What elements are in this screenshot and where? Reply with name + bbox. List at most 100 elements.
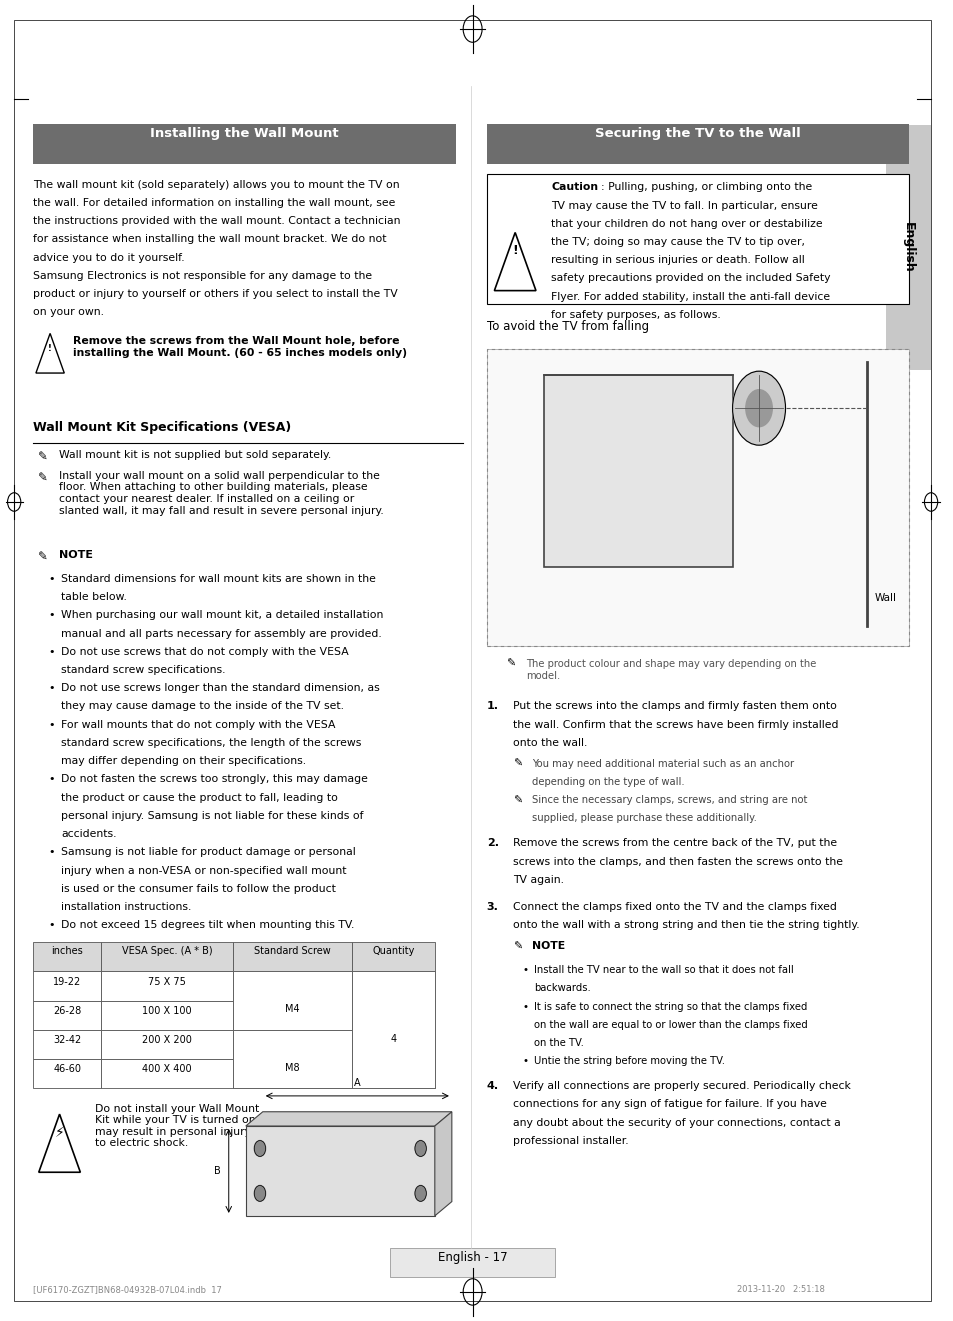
Text: the TV; doing so may cause the TV to tip over,: the TV; doing so may cause the TV to tip…: [551, 236, 804, 247]
Text: •: •: [522, 1057, 528, 1066]
FancyBboxPatch shape: [352, 942, 435, 971]
Text: Do not use screws that do not comply with the VESA: Do not use screws that do not comply wit…: [61, 647, 349, 657]
Text: Put the screws into the clamps and firmly fasten them onto: Put the screws into the clamps and firml…: [513, 701, 837, 712]
Text: ✎: ✎: [38, 550, 48, 563]
Text: 46-60: 46-60: [53, 1063, 81, 1074]
FancyBboxPatch shape: [101, 971, 233, 1000]
Polygon shape: [246, 1112, 452, 1125]
Text: Remove the screws from the Wall Mount hole, before
installing the Wall Mount. (6: Remove the screws from the Wall Mount ho…: [72, 336, 406, 358]
Text: NOTE: NOTE: [58, 550, 92, 560]
Text: Wall Mount Kit Specifications (VESA): Wall Mount Kit Specifications (VESA): [33, 420, 291, 433]
Text: installation instructions.: installation instructions.: [61, 902, 192, 911]
Text: VESA Spec. (A * B): VESA Spec. (A * B): [122, 946, 213, 956]
FancyBboxPatch shape: [33, 124, 456, 164]
Circle shape: [415, 1140, 426, 1156]
Text: 400 X 400: 400 X 400: [142, 1063, 192, 1074]
Text: 2.: 2.: [486, 839, 498, 848]
FancyBboxPatch shape: [101, 1058, 233, 1087]
Text: Samsung is not liable for product damage or personal: Samsung is not liable for product damage…: [61, 847, 355, 857]
Text: Installing the Wall Mount: Installing the Wall Mount: [150, 127, 338, 140]
Text: ✎: ✎: [513, 942, 522, 951]
Text: The product colour and shape may vary depending on the
model.: The product colour and shape may vary de…: [526, 659, 816, 680]
Text: For wall mounts that do not comply with the VESA: For wall mounts that do not comply with …: [61, 720, 335, 729]
Text: : Pulling, pushing, or climbing onto the: : Pulling, pushing, or climbing onto the: [600, 182, 812, 193]
FancyBboxPatch shape: [246, 1125, 435, 1215]
Text: the wall. Confirm that the screws have been firmly installed: the wall. Confirm that the screws have b…: [513, 720, 838, 729]
Text: •: •: [522, 966, 528, 975]
FancyBboxPatch shape: [233, 942, 352, 971]
Text: •: •: [49, 847, 54, 857]
Text: •: •: [49, 610, 54, 621]
Text: personal injury. Samsung is not liable for these kinds of: personal injury. Samsung is not liable f…: [61, 811, 363, 820]
FancyBboxPatch shape: [486, 174, 908, 304]
FancyBboxPatch shape: [390, 1248, 555, 1277]
Text: •: •: [49, 683, 54, 694]
Text: injury when a non-VESA or non-specified wall mount: injury when a non-VESA or non-specified …: [61, 865, 347, 876]
Text: screws into the clamps, and then fasten the screws onto the: screws into the clamps, and then fasten …: [513, 856, 842, 867]
Text: onto the wall with a strong string and then tie the string tightly.: onto the wall with a strong string and t…: [513, 921, 859, 930]
FancyBboxPatch shape: [33, 1058, 101, 1087]
Circle shape: [415, 1185, 426, 1201]
Text: Install the TV near to the wall so that it does not fall: Install the TV near to the wall so that …: [534, 966, 793, 975]
Text: standard screw specifications, the length of the screws: standard screw specifications, the lengt…: [61, 738, 361, 748]
FancyBboxPatch shape: [352, 1000, 435, 1029]
FancyBboxPatch shape: [233, 1029, 352, 1058]
FancyBboxPatch shape: [486, 349, 908, 646]
Text: 32-42: 32-42: [53, 1034, 81, 1045]
Text: manual and all parts necessary for assembly are provided.: manual and all parts necessary for assem…: [61, 629, 382, 638]
Text: Connect the clamps fixed onto the TV and the clamps fixed: Connect the clamps fixed onto the TV and…: [513, 902, 837, 913]
Text: product or injury to yourself or others if you select to install the TV: product or injury to yourself or others …: [33, 289, 397, 299]
Text: •: •: [522, 1001, 528, 1012]
Text: !: !: [512, 244, 517, 258]
Text: 3.: 3.: [486, 902, 498, 913]
Text: on the wall are equal to or lower than the clamps fixed: on the wall are equal to or lower than t…: [534, 1020, 807, 1030]
FancyBboxPatch shape: [101, 942, 233, 971]
Text: Wall: Wall: [874, 593, 896, 604]
Text: 75 X 75: 75 X 75: [149, 976, 186, 987]
FancyBboxPatch shape: [233, 1000, 352, 1029]
Text: Remove the screws from the centre back of the TV, put the: Remove the screws from the centre back o…: [513, 839, 837, 848]
FancyBboxPatch shape: [486, 124, 908, 164]
FancyBboxPatch shape: [233, 971, 352, 1029]
Text: ✎: ✎: [513, 758, 522, 769]
Text: supplied, please purchase these additionally.: supplied, please purchase these addition…: [532, 814, 757, 823]
Text: Samsung Electronics is not responsible for any damage to the: Samsung Electronics is not responsible f…: [33, 271, 372, 281]
FancyBboxPatch shape: [33, 971, 101, 1000]
Text: Do not install your Wall Mount
Kit while your TV is turned on. It
may result in : Do not install your Wall Mount Kit while…: [94, 1103, 274, 1148]
Circle shape: [745, 390, 772, 427]
Text: •: •: [49, 921, 54, 930]
Text: Quantity: Quantity: [372, 946, 414, 956]
Text: ✎: ✎: [38, 449, 48, 462]
FancyBboxPatch shape: [884, 125, 930, 370]
Text: B: B: [214, 1166, 221, 1176]
FancyBboxPatch shape: [352, 1029, 435, 1058]
Text: that your children do not hang over or destabilize: that your children do not hang over or d…: [551, 219, 821, 229]
Polygon shape: [435, 1112, 452, 1215]
Text: To avoid the TV from falling: To avoid the TV from falling: [486, 320, 648, 333]
Text: Standard Screw: Standard Screw: [253, 946, 331, 956]
FancyBboxPatch shape: [352, 1058, 435, 1087]
Circle shape: [254, 1185, 265, 1201]
Text: 4.: 4.: [486, 1081, 498, 1091]
FancyBboxPatch shape: [233, 1029, 352, 1087]
Text: NOTE: NOTE: [532, 942, 565, 951]
Text: Do not fasten the screws too strongly, this may damage: Do not fasten the screws too strongly, t…: [61, 774, 368, 785]
Text: English: English: [901, 222, 914, 273]
FancyBboxPatch shape: [352, 971, 435, 1087]
Text: professional installer.: professional installer.: [513, 1136, 628, 1145]
Text: for assistance when installing the wall mount bracket. We do not: for assistance when installing the wall …: [33, 234, 386, 244]
Text: [UF6170-ZGZT]BN68-04932B-07L04.indb  17: [UF6170-ZGZT]BN68-04932B-07L04.indb 17: [33, 1285, 222, 1295]
Text: ✎: ✎: [38, 470, 48, 483]
Text: inches: inches: [51, 946, 83, 956]
Text: Untie the string before moving the TV.: Untie the string before moving the TV.: [534, 1057, 724, 1066]
Text: TV may cause the TV to fall. In particular, ensure: TV may cause the TV to fall. In particul…: [551, 201, 817, 210]
Text: for safety purposes, as follows.: for safety purposes, as follows.: [551, 310, 720, 320]
Circle shape: [732, 371, 784, 445]
FancyBboxPatch shape: [33, 942, 101, 971]
Text: Flyer. For added stability, install the anti-fall device: Flyer. For added stability, install the …: [551, 292, 829, 301]
Text: advice you to do it yourself.: advice you to do it yourself.: [33, 252, 185, 263]
Text: M8: M8: [285, 1062, 299, 1073]
Text: table below.: table below.: [61, 592, 127, 602]
Text: 100 X 100: 100 X 100: [142, 1005, 192, 1016]
Circle shape: [254, 1140, 265, 1156]
